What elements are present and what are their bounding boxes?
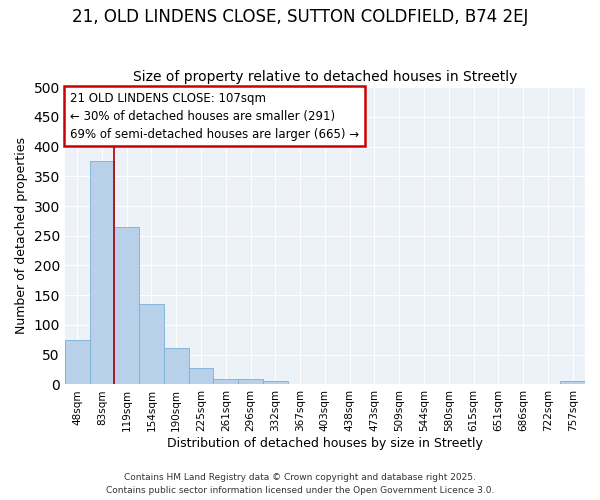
Bar bbox=[89, 162, 115, 384]
Bar bbox=[115, 227, 139, 384]
Title: Size of property relative to detached houses in Streetly: Size of property relative to detached ho… bbox=[133, 70, 517, 85]
Bar bbox=[263, 382, 288, 384]
Text: Contains HM Land Registry data © Crown copyright and database right 2025.
Contai: Contains HM Land Registry data © Crown c… bbox=[106, 474, 494, 495]
Y-axis label: Number of detached properties: Number of detached properties bbox=[15, 138, 28, 334]
X-axis label: Distribution of detached houses by size in Streetly: Distribution of detached houses by size … bbox=[167, 437, 483, 450]
Text: 21, OLD LINDENS CLOSE, SUTTON COLDFIELD, B74 2EJ: 21, OLD LINDENS CLOSE, SUTTON COLDFIELD,… bbox=[72, 8, 528, 26]
Bar bbox=[164, 348, 188, 385]
Bar bbox=[65, 340, 89, 384]
Bar bbox=[214, 378, 238, 384]
Bar bbox=[560, 382, 585, 384]
Bar bbox=[139, 304, 164, 384]
Text: 21 OLD LINDENS CLOSE: 107sqm
← 30% of detached houses are smaller (291)
69% of s: 21 OLD LINDENS CLOSE: 107sqm ← 30% of de… bbox=[70, 92, 359, 140]
Bar bbox=[188, 368, 214, 384]
Bar bbox=[238, 378, 263, 384]
